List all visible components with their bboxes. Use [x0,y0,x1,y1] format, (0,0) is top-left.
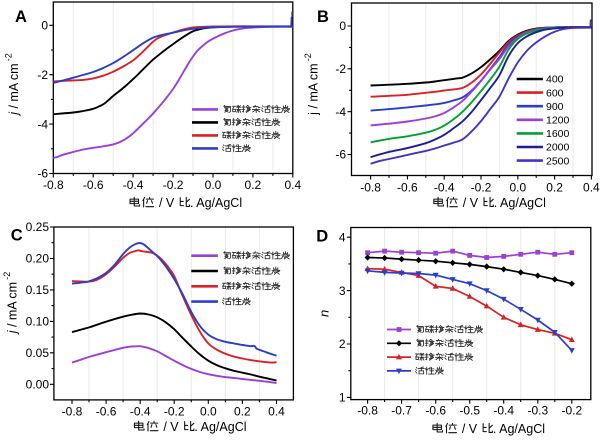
svg-text:0.4: 0.4 [284,178,301,192]
svg-text:0.05: 0.05 [26,346,50,360]
svg-text:. Ag/AgCl: . Ag/AgCl [494,196,546,210]
svg-text:4: 4 [339,230,346,244]
svg-text:0.10: 0.10 [26,315,50,329]
svg-text:-2: -2 [335,62,346,76]
svg-text:-0.4: -0.4 [434,181,455,195]
svg-text:0.4: 0.4 [268,405,285,419]
svg-text:0.25: 0.25 [26,220,50,234]
svg-text:-0.8: -0.8 [43,178,64,192]
svg-text:-0.8: -0.8 [62,405,83,419]
svg-text:0.0: 0.0 [509,181,526,195]
svg-text:0.2: 0.2 [546,181,563,195]
svg-text:/ V: / V [458,422,480,436]
svg-text:. Ag/AgCl: . Ag/AgCl [190,196,242,210]
svg-text:-0.2: -0.2 [471,181,492,195]
svg-text:-2: -2 [303,53,313,61]
svg-text:3: 3 [339,284,346,298]
svg-text:-0.8: -0.8 [360,181,381,195]
svg-text:-0.8: -0.8 [357,404,378,418]
svg-text:-4: -4 [37,117,48,131]
svg-text:-2: -2 [4,53,14,61]
svg-text:2500: 2500 [546,155,570,167]
svg-text:j / mA cm: j / mA cm [307,63,321,115]
svg-text:0.15: 0.15 [26,283,50,297]
svg-text:600: 600 [546,87,564,99]
svg-text:-0.5: -0.5 [459,404,480,418]
svg-text:1200: 1200 [546,115,570,127]
svg-text:j / mA cm: j / mA cm [6,282,20,335]
svg-text:j / mA cm: j / mA cm [7,63,21,116]
svg-text:-0.4: -0.4 [123,178,144,192]
svg-text:400: 400 [546,74,564,86]
svg-text:0: 0 [41,19,48,33]
svg-text:-6: -6 [335,148,346,162]
svg-text:0: 0 [339,19,346,33]
svg-text:A: A [15,8,27,26]
svg-text:. Ag/AgCl: . Ag/AgCl [493,422,545,436]
svg-text:0.00: 0.00 [26,378,50,392]
svg-text:-0.4: -0.4 [130,405,151,419]
svg-text:. Ag/AgCl: . Ag/AgCl [194,420,246,434]
svg-text:-2: -2 [2,272,12,280]
svg-text:0.0: 0.0 [200,405,217,419]
svg-text:-0.6: -0.6 [96,405,117,419]
svg-text:-4: -4 [335,105,346,119]
svg-text:-0.7: -0.7 [391,404,412,418]
svg-text:-0.4: -0.4 [493,404,514,418]
svg-text:1: 1 [339,391,346,405]
svg-text:-0.6: -0.6 [83,178,104,192]
svg-text:900: 900 [546,101,564,113]
svg-text:-0.2: -0.2 [163,178,184,192]
svg-text:n: n [316,310,331,317]
svg-text:0.2: 0.2 [234,405,251,419]
svg-text:/ V: / V [160,420,182,434]
svg-text:-0.6: -0.6 [397,181,418,195]
svg-text:-6: -6 [37,167,48,181]
svg-text:0.0: 0.0 [205,178,222,192]
svg-text:B: B [317,8,329,26]
svg-text:-0.2: -0.2 [561,404,582,418]
svg-text:-0.3: -0.3 [527,404,548,418]
svg-text:2000: 2000 [546,142,570,154]
svg-text:0.4: 0.4 [583,181,600,195]
svg-text:C: C [11,227,23,245]
svg-text:-0.2: -0.2 [164,405,185,419]
svg-text:0.2: 0.2 [245,178,262,192]
svg-text:-2: -2 [37,68,48,82]
svg-text:1600: 1600 [546,128,570,140]
svg-text:D: D [316,228,328,246]
svg-text:/ V: / V [459,196,481,210]
svg-text:2: 2 [339,337,346,351]
svg-text:-0.6: -0.6 [425,404,446,418]
svg-text:/ V: / V [156,196,178,210]
svg-text:0.20: 0.20 [26,252,50,266]
